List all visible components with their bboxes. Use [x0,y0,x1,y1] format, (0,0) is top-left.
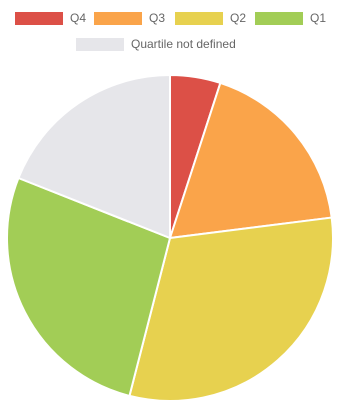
legend-swatch-q2 [175,11,223,25]
pie-slices [6,74,334,402]
legend-item-q2: Q2 [175,11,246,25]
legend-item-q3: Q3 [94,11,165,25]
pie-slice-undefined [17,74,171,239]
pie-slice-q3 [169,81,333,239]
legend-label-q2: Q2 [230,11,247,25]
pie-slice-q2 [128,216,334,402]
legend-item-undefined: Quartile not defined [76,37,236,51]
legend-label-q3: Q3 [149,11,166,25]
legend-swatch-undefined [76,37,124,51]
legend-item-q4: Q4 [15,11,86,25]
chart-legend: Q4 Q3 Q2 Q1 Quartile not defined [0,0,338,60]
pie-slice-q1 [6,177,171,397]
legend-label-q4: Q4 [70,11,87,25]
legend-swatch-q4 [15,11,63,25]
legend-label-undefined: Quartile not defined [131,37,236,51]
legend-label-q1: Q1 [310,11,327,25]
legend-swatch-q1 [255,11,303,25]
legend-item-q1: Q1 [255,11,326,25]
legend-swatch-q3 [94,11,142,25]
